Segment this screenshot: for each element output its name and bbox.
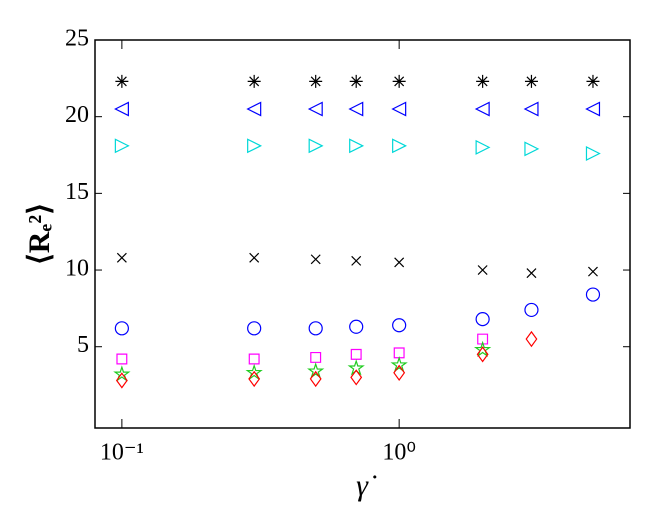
marker bbox=[392, 74, 406, 88]
marker bbox=[474, 101, 490, 117]
marker bbox=[349, 74, 363, 88]
marker bbox=[247, 321, 262, 336]
marker bbox=[349, 319, 364, 334]
x-axis-label: γ̇ bbox=[356, 469, 377, 502]
marker bbox=[585, 101, 601, 117]
marker bbox=[526, 268, 537, 279]
marker bbox=[114, 321, 129, 336]
marker bbox=[524, 141, 540, 157]
marker bbox=[247, 138, 263, 154]
marker bbox=[310, 351, 322, 363]
marker bbox=[390, 356, 408, 373]
marker bbox=[524, 302, 539, 318]
marker bbox=[249, 252, 260, 263]
marker bbox=[477, 333, 489, 345]
marker bbox=[307, 362, 325, 379]
marker bbox=[116, 252, 127, 263]
y-tick-label: 20 bbox=[65, 102, 89, 128]
marker bbox=[473, 340, 492, 358]
marker bbox=[393, 364, 406, 381]
marker bbox=[308, 138, 324, 154]
marker bbox=[307, 101, 323, 117]
marker bbox=[477, 265, 488, 276]
marker bbox=[586, 74, 600, 88]
plot-frame bbox=[94, 39, 631, 429]
marker bbox=[248, 353, 260, 365]
marker bbox=[113, 365, 131, 382]
x-tick-label: 10⁻¹ bbox=[100, 440, 144, 466]
marker bbox=[116, 353, 128, 365]
marker bbox=[476, 74, 490, 88]
marker bbox=[246, 101, 262, 117]
y-tick-label: 5 bbox=[77, 332, 89, 358]
marker bbox=[349, 138, 365, 154]
marker bbox=[585, 287, 601, 302]
marker bbox=[115, 372, 128, 389]
marker bbox=[525, 330, 538, 348]
marker bbox=[392, 318, 407, 333]
marker bbox=[347, 359, 365, 376]
marker bbox=[391, 101, 407, 117]
marker bbox=[308, 321, 323, 336]
marker bbox=[351, 255, 362, 266]
marker bbox=[475, 312, 490, 327]
marker bbox=[248, 370, 261, 388]
marker bbox=[523, 101, 539, 117]
marker bbox=[587, 266, 598, 277]
marker bbox=[524, 74, 538, 88]
marker bbox=[394, 257, 405, 268]
marker bbox=[585, 146, 601, 161]
marker bbox=[350, 348, 362, 360]
marker bbox=[309, 74, 323, 88]
marker bbox=[350, 369, 363, 386]
marker bbox=[475, 139, 491, 155]
y-tick-label: 25 bbox=[65, 26, 89, 52]
marker bbox=[114, 101, 129, 117]
marker bbox=[348, 101, 364, 117]
marker bbox=[476, 346, 489, 363]
marker bbox=[310, 254, 321, 265]
y-tick-label: 10 bbox=[65, 256, 89, 282]
marker bbox=[392, 138, 407, 154]
marker bbox=[115, 74, 129, 88]
marker bbox=[245, 363, 263, 381]
marker bbox=[393, 347, 405, 359]
marker bbox=[309, 370, 322, 388]
y-tick-label: 15 bbox=[65, 179, 89, 205]
marker bbox=[114, 138, 130, 154]
marker bbox=[247, 74, 261, 88]
y-axis-label: ⟨Rₑ²⟩ bbox=[23, 203, 56, 265]
x-tick-label: 10⁰ bbox=[382, 440, 416, 466]
